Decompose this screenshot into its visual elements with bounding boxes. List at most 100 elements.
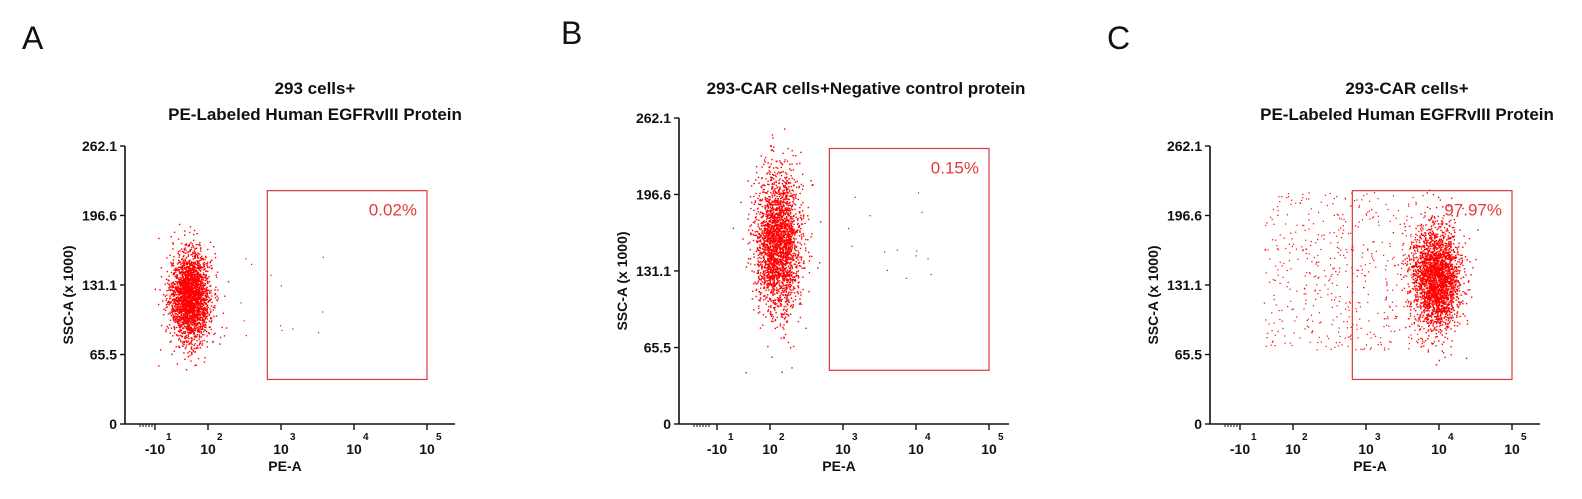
data-point	[774, 215, 776, 218]
data-point	[784, 241, 786, 244]
data-point	[186, 327, 188, 329]
data-point	[281, 329, 283, 331]
data-point	[188, 301, 190, 303]
data-point	[322, 311, 324, 313]
data-point	[185, 340, 187, 342]
data-point	[791, 264, 793, 266]
data-point	[317, 332, 320, 334]
data-point	[760, 297, 762, 299]
data-point	[193, 279, 195, 281]
data-point	[792, 233, 794, 235]
data-point	[778, 300, 780, 302]
data-point	[203, 333, 205, 336]
data-point	[766, 284, 768, 287]
data-point	[784, 289, 786, 291]
data-point	[192, 272, 195, 274]
data-point	[215, 276, 218, 278]
data-point	[187, 322, 189, 325]
data-point	[786, 225, 788, 227]
data-point	[802, 173, 804, 176]
data-point	[771, 356, 773, 358]
data-point	[797, 270, 800, 272]
data-point	[781, 275, 783, 277]
data-point	[188, 243, 191, 245]
data-point	[168, 284, 171, 286]
data-point	[766, 275, 768, 278]
data-point	[768, 305, 770, 308]
data-point	[774, 306, 776, 309]
data-point	[198, 338, 200, 340]
data-point	[768, 199, 770, 202]
data-point	[207, 311, 209, 313]
data-point	[199, 325, 202, 327]
data-point	[179, 280, 181, 282]
data-point	[181, 316, 184, 318]
data-point	[201, 277, 203, 279]
data-point	[183, 343, 185, 345]
data-point	[775, 203, 777, 205]
data-point	[177, 339, 180, 341]
data-point	[203, 274, 205, 276]
data-point	[195, 279, 197, 281]
data-point	[780, 241, 782, 243]
data-point	[173, 291, 175, 293]
data-point	[173, 293, 175, 295]
data-point	[764, 192, 766, 194]
data-point	[204, 357, 206, 359]
data-point	[186, 292, 188, 294]
data-point	[770, 218, 772, 221]
data-point	[171, 353, 173, 355]
data-point	[205, 315, 207, 318]
data-point	[782, 259, 785, 261]
data-point	[178, 259, 180, 261]
data-point	[792, 237, 795, 239]
data-point	[800, 244, 803, 246]
data-point	[765, 215, 767, 217]
data-point	[773, 282, 775, 284]
data-point	[759, 327, 762, 329]
data-point	[779, 250, 781, 253]
data-point	[189, 250, 191, 253]
data-point	[785, 276, 787, 278]
data-point	[189, 285, 191, 288]
data-point	[762, 256, 764, 258]
data-point	[775, 209, 777, 211]
data-point	[189, 273, 192, 275]
data-point	[795, 257, 797, 259]
data-point	[197, 303, 200, 305]
data-point	[189, 354, 191, 357]
data-point	[775, 271, 777, 273]
data-point	[178, 312, 181, 314]
data-point	[183, 251, 185, 253]
data-point	[199, 292, 201, 294]
data-point	[791, 280, 793, 282]
data-point	[780, 218, 782, 221]
data-point	[785, 305, 787, 308]
data-point	[185, 344, 188, 346]
data-point	[771, 318, 774, 320]
data-point	[768, 289, 770, 291]
data-point	[200, 308, 203, 310]
data-point	[789, 235, 792, 238]
data-point	[189, 299, 192, 302]
data-point	[776, 268, 778, 270]
data-point	[209, 300, 211, 302]
data-point	[201, 334, 204, 336]
data-point	[198, 344, 200, 346]
data-point	[174, 305, 176, 307]
data-point	[202, 310, 204, 313]
data-point	[172, 273, 174, 276]
data-point	[773, 261, 775, 264]
data-point	[183, 352, 185, 354]
data-point	[776, 266, 778, 268]
data-point	[203, 302, 205, 304]
data-point	[193, 320, 195, 323]
data-point	[785, 232, 787, 234]
data-point	[188, 303, 191, 305]
data-point	[785, 207, 788, 209]
data-point	[203, 284, 205, 287]
data-point	[190, 275, 192, 277]
data-point	[195, 286, 197, 288]
data-point	[781, 243, 783, 245]
data-point	[199, 290, 201, 292]
